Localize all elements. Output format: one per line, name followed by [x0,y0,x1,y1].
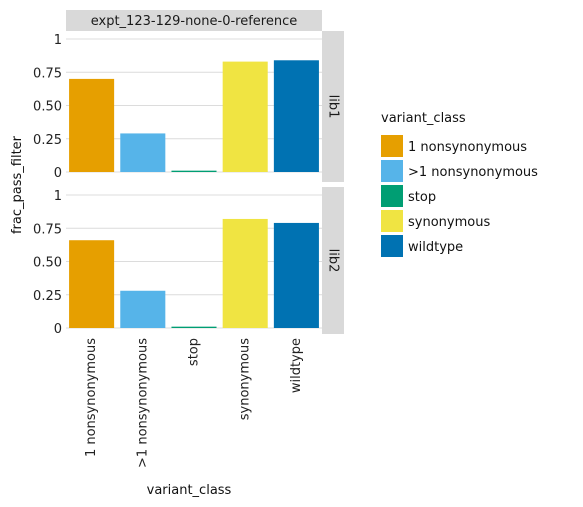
y-tick-label: 0 [54,322,62,337]
x-tick-label: stop [187,338,202,366]
x-tick-label: wildtype [289,338,304,393]
bar-lib1-1 [120,133,166,172]
bar-lib1-4 [273,60,319,172]
facet-title: expt_123-129-none-0-reference [91,14,297,29]
bar-lib1-0 [69,78,115,172]
legend-label: stop [408,190,436,205]
legend-swatch [381,235,403,257]
bar-lib2-1 [120,290,166,328]
panel-lib2: 0 0.25 0.50 0.75 1 lib2 [33,187,344,337]
bar-lib1-3 [222,61,268,172]
x-tick-label: >1 nonsynonymous [135,338,150,468]
y-tick-label: 0.50 [33,100,62,115]
y-tick-label: 0.75 [33,222,62,237]
legend-swatch [381,135,403,157]
legend-title: variant_class [381,111,466,126]
facet-label-lib2: lib2 [326,249,341,273]
facet-strip-lib2 [322,187,344,334]
legend-label: >1 nonsynonymous [408,165,538,180]
x-tick-label: synonymous [238,338,253,420]
y-tick-label: 0.25 [33,133,62,148]
y-tick-label: 1 [54,33,62,48]
x-axis-title: variant_class [147,483,232,498]
y-tick-label: 0.25 [33,289,62,304]
panel-lib1: 0 0.25 0.50 0.75 1 lib1 [33,31,344,182]
legend-label: wildtype [408,240,463,255]
bar-lib2-2 [171,326,217,328]
bar-lib2-4 [273,222,319,328]
bar-lib2-3 [222,218,268,328]
legend-label: 1 nonsynonymous [408,140,527,155]
y-tick-label: 0 [54,166,62,181]
x-tick-label: 1 nonsynonymous [84,338,99,457]
legend-swatch [381,210,403,232]
legend-swatch [381,185,403,207]
legend-swatch [381,160,403,182]
y-axis-title: frac_pass_filter [10,135,25,234]
y-tick-label: 0.50 [33,256,62,271]
y-tick-label: 1 [54,189,62,204]
bar-lib2-0 [69,240,115,328]
y-tick-label: 0.75 [33,66,62,81]
facet-label-lib1: lib1 [326,95,341,119]
legend: variant_class 1 nonsynonymous >1 nonsynon… [381,111,538,257]
legend-label: synonymous [408,215,490,230]
facet-strip-top [66,10,322,31]
facet-strip-lib1 [322,31,344,182]
bar-lib1-2 [171,170,217,172]
